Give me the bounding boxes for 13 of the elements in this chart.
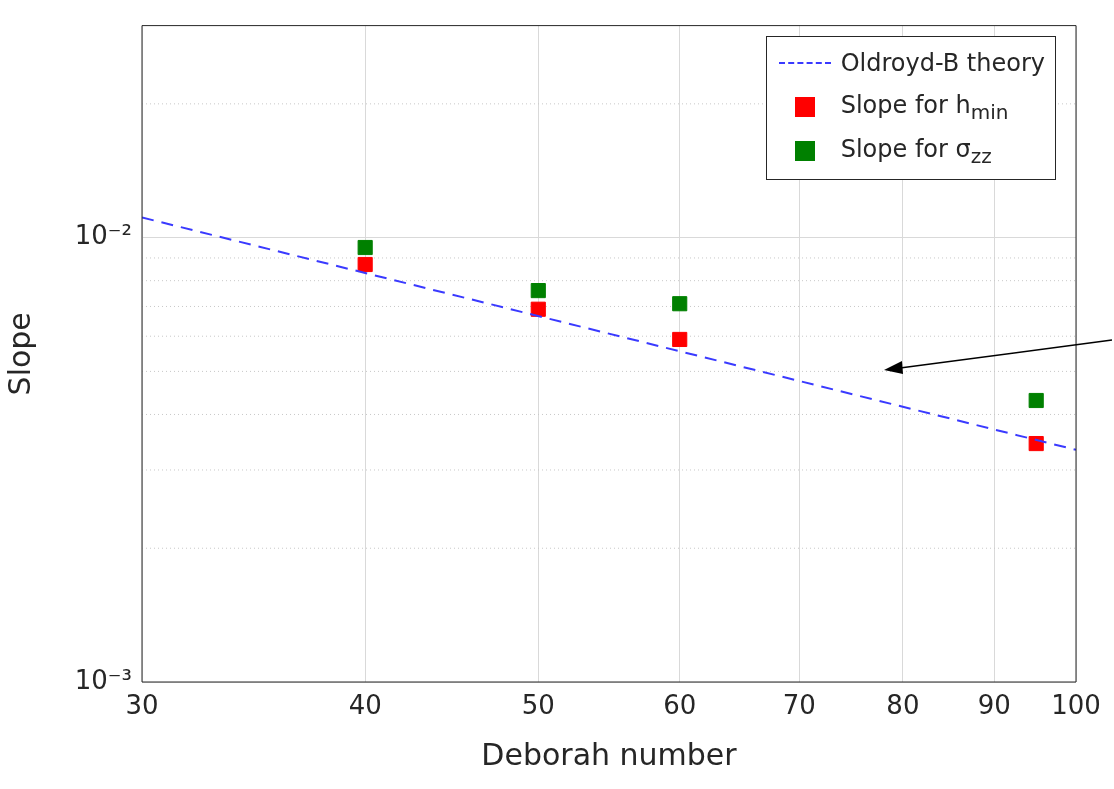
x-tick-label: 50 xyxy=(521,690,555,721)
x-axis-title: Deborah number xyxy=(481,736,738,772)
x-tick-label: 90 xyxy=(977,690,1011,721)
legend-label: Slope for h$_{min}$ xyxy=(840,90,1009,124)
legend-label: Oldroyd-B theory xyxy=(840,49,1045,77)
x-tick-label: 60 xyxy=(663,690,697,721)
y-axis-title: Slope xyxy=(1,312,37,396)
x-tick-label: 40 xyxy=(348,690,382,721)
y-tick-label: 10⁻² xyxy=(74,220,132,251)
legend-label: Slope for σ$_{zz}$ xyxy=(840,134,992,168)
x-tick-label: 100 xyxy=(1051,690,1101,721)
x-tick-label: 80 xyxy=(886,690,920,721)
x-tick-label: 70 xyxy=(782,690,816,721)
